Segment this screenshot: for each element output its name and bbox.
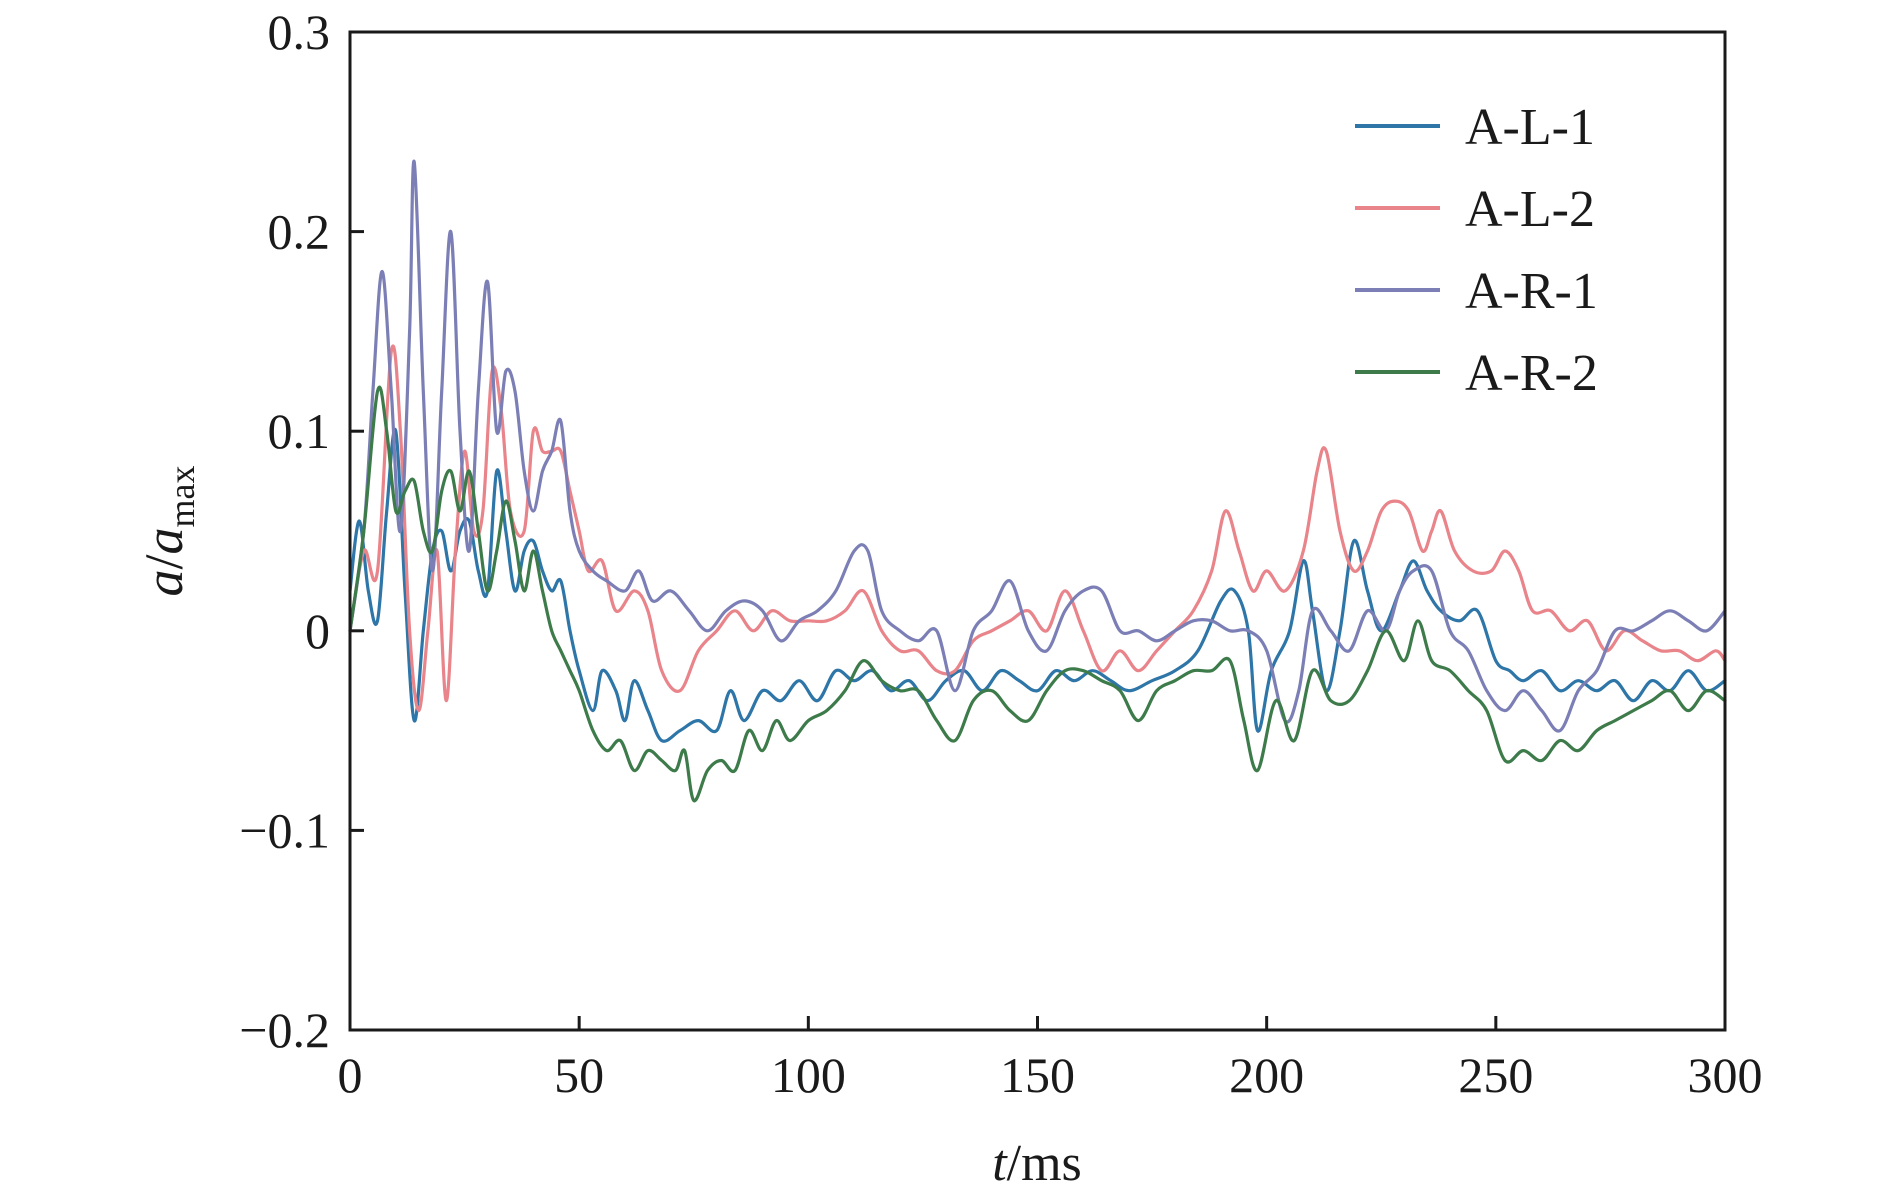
x-axis-title-unit: /ms xyxy=(1007,1135,1082,1192)
series-layer xyxy=(348,159,1727,803)
x-tick-label: 250 xyxy=(1458,1047,1533,1103)
y-axis-title-sub: max xyxy=(162,466,202,528)
y-tick-label: 0.1 xyxy=(268,403,331,459)
x-tick-label: 300 xyxy=(1688,1047,1763,1103)
legend-label-a-l-1: A-L-1 xyxy=(1465,99,1595,156)
y-axis-title-var: a xyxy=(134,570,194,597)
x-tick-label: 50 xyxy=(554,1047,604,1103)
x-tick-label: 200 xyxy=(1229,1047,1304,1103)
y-axis-title: a/amax xyxy=(134,466,202,597)
series-line-a-l-2 xyxy=(348,344,1727,713)
series-line-a-l-1 xyxy=(348,427,1727,743)
x-axis-title-var: t xyxy=(992,1135,1008,1192)
legend-label-a-r-1: A-R-1 xyxy=(1465,263,1598,320)
legend-label-a-r-2: A-R-2 xyxy=(1465,345,1598,402)
y-tick-label: 0.2 xyxy=(268,204,331,260)
legend: A-L-1 A-L-2 A-R-1 A-R-2 xyxy=(1355,99,1598,402)
y-tick-label: −0.1 xyxy=(239,802,330,858)
y-axis-ticks: −0.2 −0.1 0 0.1 0.2 0.3 xyxy=(239,4,364,1058)
y-tick-label: −0.2 xyxy=(239,1002,330,1058)
x-axis-title: t/ms xyxy=(992,1135,1082,1192)
x-axis-ticks: 0 50 100 150 200 250 300 xyxy=(338,1016,1763,1103)
x-tick-label: 150 xyxy=(1000,1047,1075,1103)
legend-label-a-l-2: A-L-2 xyxy=(1465,181,1595,238)
y-axis-title-sep: / xyxy=(134,554,194,569)
series-line-a-r-2 xyxy=(348,385,1727,803)
y-axis-title-denom: a xyxy=(134,527,194,554)
x-tick-label: 100 xyxy=(771,1047,846,1103)
x-tick-label: 0 xyxy=(338,1047,363,1103)
y-tick-label: 0 xyxy=(305,603,330,659)
series-line-a-r-1 xyxy=(348,159,1727,733)
y-tick-label: 0.3 xyxy=(268,4,331,60)
